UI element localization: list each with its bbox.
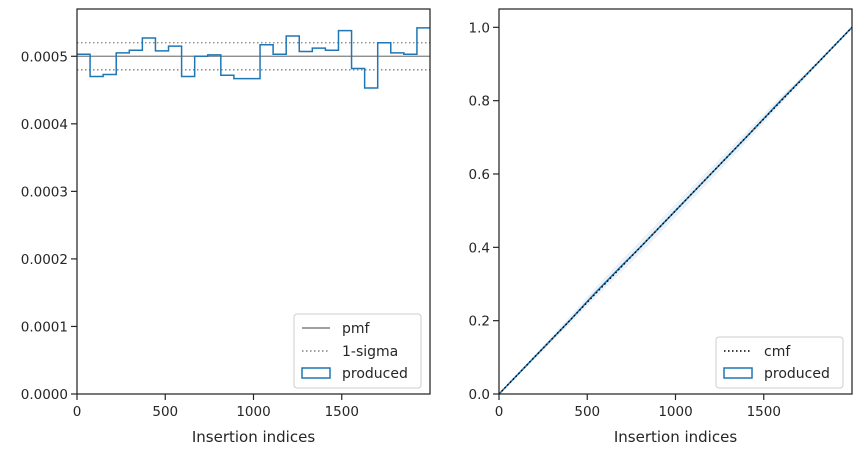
cmf-line — [498, 26, 853, 395]
right-y-tick-label: 0.8 — [469, 94, 490, 110]
left-y-tick-label: 0.0002 — [21, 252, 68, 268]
left-y-tick-label: 0.0005 — [21, 49, 68, 65]
left-x-tick-label: 0 — [73, 404, 82, 420]
right-x-axis-label: Insertion indices — [614, 428, 737, 446]
right-x-tick-label: 0 — [495, 404, 504, 420]
left-y-tick-label: 0.0004 — [21, 117, 68, 133]
right-chart: 0 500 1000 1500 0.0 0.2 0.4 0.6 0.8 1.0 Insertion… — [469, 8, 853, 446]
right-legend: cmf produced — [715, 336, 844, 389]
right-plot-area — [499, 9, 852, 394]
legend-produced-swatch — [723, 367, 753, 379]
left-x-tick-label: 500 — [152, 404, 178, 420]
left-x-tick-label: 1000 — [236, 404, 270, 420]
right-legend-box — [715, 336, 844, 389]
left-legend: pmf 1-sigma produced — [293, 313, 422, 389]
produced-step-series — [77, 27, 430, 89]
right-y-tick-label: 0.6 — [469, 167, 490, 183]
right-y-tick-label: 0.0 — [469, 387, 490, 403]
legend-produced-label: produced — [342, 366, 408, 382]
left-legend-box — [293, 313, 422, 389]
legend-pmf-label: pmf — [342, 321, 371, 337]
legend-produced-swatch — [301, 367, 331, 379]
left-chart: 0 500 1000 1500 0.0000 0.0001 0.0002 0.0003 0.00… — [21, 8, 431, 446]
right-x-tick-label: 1500 — [747, 404, 781, 420]
legend-1-sigma-label: 1-sigma — [342, 344, 398, 360]
left-x-axis-label: Insertion indices — [192, 428, 315, 446]
right-y-tick-label: 1.0 — [469, 20, 490, 36]
right-y-tick-label: 0.2 — [469, 314, 490, 330]
left-y-tick-label: 0.0003 — [21, 184, 68, 200]
legend-cmf-label: cmf — [764, 344, 791, 360]
right-y-tick-label: 0.4 — [469, 240, 490, 256]
right-x-tick-label: 1000 — [658, 404, 692, 420]
left-x-tick-label: 1500 — [325, 404, 359, 420]
legend-produced-label: produced — [764, 366, 830, 382]
left-y-tick-label: 0.0000 — [21, 387, 68, 403]
left-y-tick-label: 0.0001 — [21, 319, 68, 335]
right-x-tick-label: 500 — [574, 404, 600, 420]
